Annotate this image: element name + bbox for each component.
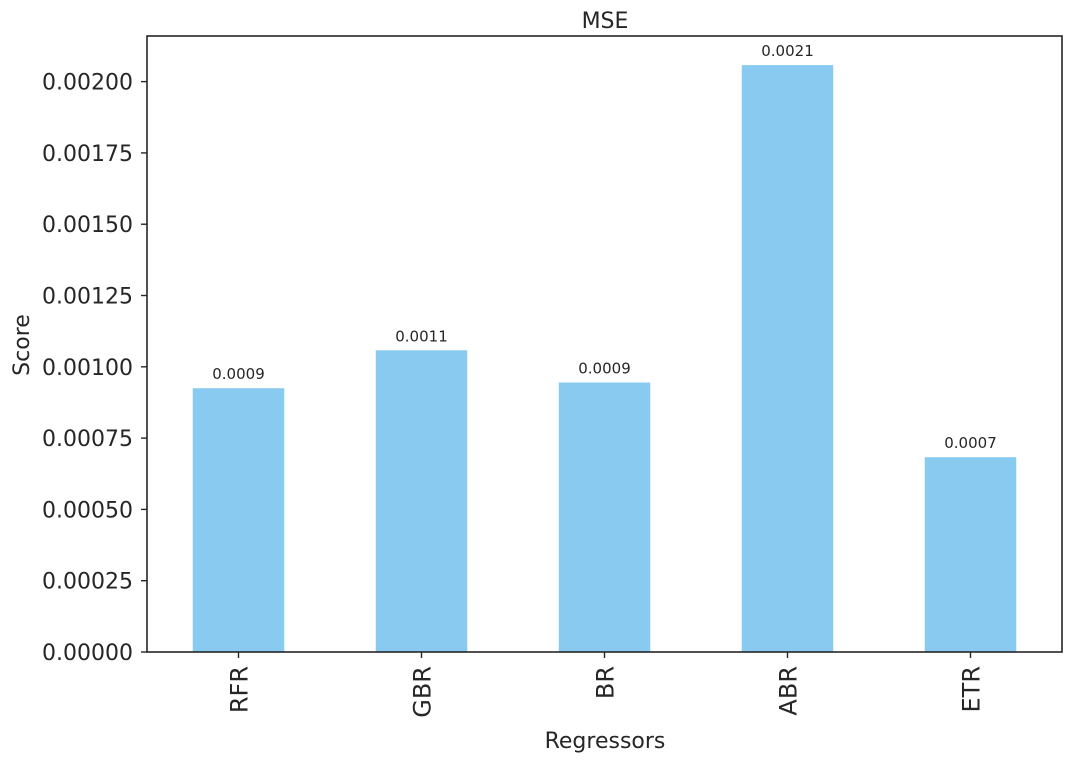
data-label-br: 0.0009 [578, 360, 631, 378]
bar-etr [924, 457, 1017, 652]
bar-gbr [375, 350, 468, 652]
data-label-rfr: 0.0009 [212, 365, 265, 383]
x-tick-label-br: BR [592, 666, 620, 699]
data-label-abr: 0.0021 [761, 42, 814, 60]
plot-frame [146, 35, 1063, 653]
x-axis-ticks: RFR GBR BR ABR ETR [226, 652, 986, 718]
y-tick-label: 0.00125 [42, 285, 133, 310]
data-label-gbr: 0.0011 [395, 327, 448, 345]
chart-title: MSE [582, 9, 629, 34]
x-axis-label: Regressors [545, 729, 666, 754]
bar-rfr [192, 388, 285, 652]
y-axis-label: Score [10, 314, 35, 376]
y-tick-label: 0.00000 [42, 641, 133, 666]
data-label-etr: 0.0007 [944, 434, 997, 452]
y-tick-label: 0.00200 [42, 71, 133, 96]
x-tick-label-abr: ABR [775, 666, 803, 716]
y-axis-ticks: 0.00000 0.00025 0.00050 0.00075 0.00100 0.001… [42, 71, 147, 666]
x-tick-label-gbr: GBR [409, 666, 437, 718]
bars-layer [192, 65, 1017, 653]
y-tick-label: 0.00150 [42, 213, 133, 238]
y-tick-label: 0.00100 [42, 356, 133, 381]
bar-abr [741, 65, 834, 653]
y-tick-label: 0.00025 [42, 570, 133, 595]
x-tick-label-rfr: RFR [226, 666, 254, 713]
x-tick-label-etr: ETR [958, 666, 986, 713]
data-labels-layer: 0.0009 0.0011 0.0009 0.0021 0.0007 [212, 42, 997, 452]
y-tick-label: 0.00075 [42, 427, 133, 452]
y-tick-label: 0.00175 [42, 142, 133, 167]
y-tick-label: 0.00050 [42, 498, 133, 523]
bar-br [558, 382, 651, 652]
